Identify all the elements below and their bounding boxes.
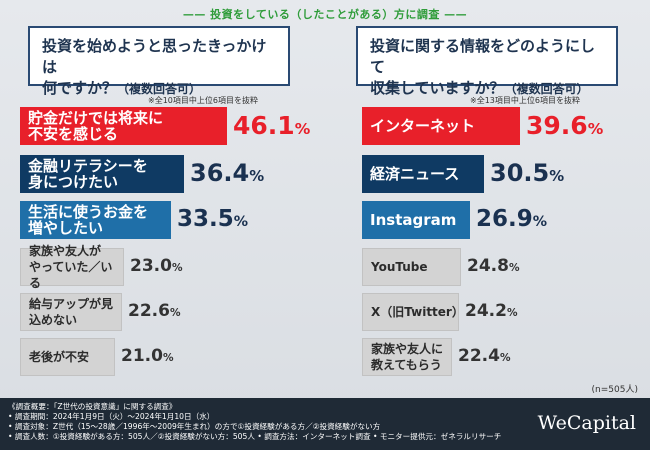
- left-bar-label-line: 生活に使うお金を: [28, 203, 149, 221]
- left-value-label-4: 23.0%: [130, 256, 183, 276]
- left-bar-6: 老後が不安: [20, 338, 115, 376]
- survey-title: —— 投資をしている（したことがある）方に調査 ——: [182, 8, 468, 21]
- right-value-label-6: 22.4%: [458, 346, 511, 366]
- left-bar-3: 生活に使うお金を 増やしたい: [20, 201, 171, 239]
- right-question-line1: 投資に関する情報をどのようにして: [370, 37, 596, 76]
- left-bar-label-line: 増やしたい: [28, 219, 104, 237]
- wecapital-logo: WeCapital: [537, 412, 636, 434]
- right-bar-label-4: YouTube: [371, 259, 428, 275]
- left-note: ※全10項目中上位6項目を抜粋: [148, 96, 258, 105]
- right-value-label-3: 26.9%: [476, 206, 547, 232]
- value-unit: %: [549, 167, 565, 186]
- survey-footer: 《調査概要：「Z世代の投資意識」に関する調査》 • 調査期間：2024年1月9日…: [0, 398, 650, 450]
- left-value-label-1: 46.1%: [233, 111, 310, 140]
- right-bar-label-line: 経済ニュース: [370, 165, 460, 183]
- value-number: 24.2: [465, 301, 507, 322]
- value-unit: %: [532, 213, 548, 230]
- right-note: ※全13項目中上位6項目を抜粋: [470, 96, 580, 105]
- left-question-line1: 投資を始めようと思ったきっかけは: [42, 37, 267, 76]
- left-bar-label-line: 金融リテラシーを: [28, 157, 148, 175]
- right-bar-1: インターネット: [362, 107, 520, 145]
- left-bar-label-6: 老後が不安: [29, 349, 89, 365]
- right-question-box: 投資に関する情報をどのようにして 収集していますか？（複数回答可）: [356, 26, 618, 97]
- right-bar-label-6: 家族や友人に教えてもらう: [371, 341, 451, 373]
- footer-line-overview: 《調査概要：「Z世代の投資意識」に関する調査》: [8, 402, 177, 411]
- right-bar-label-line: YouTube: [371, 260, 428, 274]
- left-question-subtitle: （複数回答可）: [117, 82, 202, 96]
- left-question-line2: 何ですか？: [42, 79, 118, 97]
- right-question-subtitle: （複数回答可）: [504, 82, 589, 96]
- value-number: 21.0: [121, 346, 163, 367]
- value-number: 36.4: [190, 159, 250, 188]
- value-unit: %: [169, 307, 181, 320]
- right-bar-label-line: 家族や友人に教えてもらう: [371, 342, 444, 372]
- right-bar-label-1: インターネット: [370, 118, 475, 134]
- left-bar-label-5: 給与アップが見込めない: [29, 296, 121, 328]
- left-question-box: 投資を始めようと思ったきっかけは 何ですか？（複数回答可）: [28, 26, 290, 97]
- left-bar-label-line: 身につけたい: [28, 173, 119, 191]
- right-bar-label-line: インターネット: [370, 117, 476, 135]
- left-bar-5: 給与アップが見込めない: [20, 293, 122, 331]
- value-number: 22.6: [128, 301, 170, 322]
- right-bar-label-3: Instagram: [370, 212, 456, 228]
- left-bar-label-3: 生活に使うお金を 増やしたい: [28, 204, 148, 236]
- left-bar-label-1: 貯金だけでは将来に 不安を感じる: [28, 110, 163, 142]
- value-unit: %: [508, 262, 520, 275]
- left-bar-label-line: 老後が不安: [29, 350, 90, 364]
- right-bar-label-line: Instagram: [370, 211, 457, 229]
- footer-line-target: • 調査対象：Z世代（15〜28歳／1996年〜2009年生まれ）の方で①投資経…: [8, 422, 381, 431]
- value-unit: %: [499, 352, 511, 365]
- value-unit: %: [233, 213, 249, 230]
- left-value-label-6: 21.0%: [121, 346, 174, 366]
- left-bar-2: 金融リテラシーを 身につけたい: [20, 155, 184, 193]
- value-unit: %: [506, 307, 518, 320]
- left-bar-label-line: 給与アップが見込めない: [29, 297, 114, 327]
- right-bar-label-2: 経済ニュース: [370, 166, 459, 182]
- left-bar-label-line: やっていた／いる: [29, 260, 113, 290]
- left-bar-label-line: 家族や友人が: [29, 244, 102, 258]
- right-value-label-4: 24.8%: [467, 256, 520, 276]
- value-number: 46.1: [233, 110, 295, 140]
- value-number: 24.8: [467, 256, 509, 277]
- value-number: 22.4: [458, 346, 500, 367]
- left-bar-label-2: 金融リテラシーを 身につけたい: [28, 158, 148, 190]
- right-bar-5: X（旧Twitter）: [362, 293, 464, 331]
- right-bar-3: Instagram: [362, 201, 470, 239]
- value-unit: %: [294, 119, 311, 138]
- sample-size-note: (n=505人): [591, 385, 638, 395]
- right-bar-label-line: X（旧Twitter）: [371, 305, 464, 319]
- value-unit: %: [587, 119, 604, 138]
- left-value-label-2: 36.4%: [190, 159, 264, 187]
- left-value-label-3: 33.5%: [177, 206, 248, 232]
- left-bar-label-line: 不安を感じる: [28, 125, 119, 143]
- right-question-line2: 収集していますか？: [370, 79, 505, 97]
- value-number: 33.5: [177, 205, 234, 232]
- right-value-label-5: 24.2%: [465, 301, 518, 321]
- value-number: 26.9: [476, 205, 533, 232]
- right-bar-2: 経済ニュース: [362, 155, 484, 193]
- left-bar-1: 貯金だけでは将来に 不安を感じる: [20, 107, 227, 145]
- right-bar-label-5: X（旧Twitter）: [371, 304, 464, 320]
- footer-line-count: • 調査人数：①投資経験がある方：505人／②投資経験がない方：505人 • 調…: [8, 432, 502, 441]
- right-bar-4: YouTube: [362, 248, 461, 286]
- left-bar-label-4: 家族や友人がやっていた／いる: [29, 243, 123, 291]
- left-value-label-5: 22.6%: [128, 301, 181, 321]
- footer-line-period: • 調査期間：2024年1月9日（火）〜2024年1月10日（水）: [8, 412, 215, 421]
- value-unit: %: [162, 352, 174, 365]
- right-value-label-1: 39.6%: [526, 111, 603, 140]
- value-unit: %: [249, 167, 265, 186]
- left-bar-4: 家族や友人がやっていた／いる: [20, 244, 124, 290]
- value-number: 23.0: [130, 256, 172, 277]
- right-value-label-2: 30.5%: [490, 159, 564, 187]
- value-unit: %: [171, 262, 183, 275]
- value-number: 39.6: [526, 110, 588, 140]
- value-number: 30.5: [490, 159, 550, 188]
- left-bar-label-line: 貯金だけでは将来に: [28, 109, 164, 127]
- right-bar-6: 家族や友人に教えてもらう: [362, 338, 452, 376]
